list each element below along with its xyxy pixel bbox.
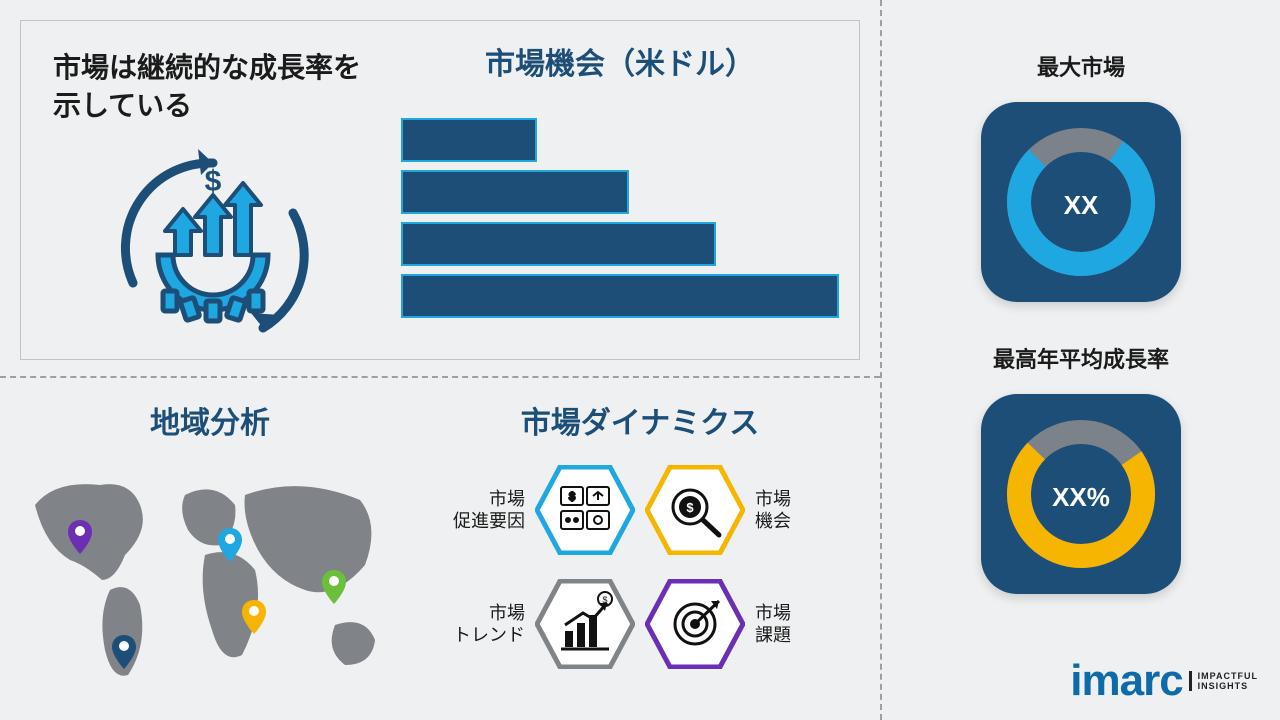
map-pin-icon [322,570,346,604]
donut-chart-cagr: XX% [996,409,1166,579]
top-panel: 市場は継続的な成長率を示している $ [20,20,860,360]
dynamics-label-opportunity: 市場 機会 [755,488,865,533]
dynamics-title: 市場ダイナミクス [410,398,870,442]
map-pin-icon [68,520,92,554]
donut-chart-largest: XX [996,117,1166,287]
dynamics-label-trend: 市場 トレンド [415,602,525,647]
bar-2 [401,170,629,214]
horizontal-divider [0,376,880,378]
svg-text:XX%: XX% [1052,482,1110,512]
bottom-panel: 地域分析 [0,380,880,700]
svg-text:$: $ [569,491,575,503]
bar-1 [401,118,537,162]
cagr-title: 最高年平均成長率 [981,342,1181,374]
dynamics-label-challenge: 市場 課題 [755,602,865,647]
hex-opportunity: $ [645,465,745,555]
world-map [20,450,400,690]
bar-chart [401,118,839,318]
map-pin-icon [242,600,266,634]
cagr-block: 最高年平均成長率 XX% [981,342,1181,594]
growth-gear-icon: $ [103,143,323,353]
opportunity-title: 市場機会（米ドル） [401,39,839,83]
hex-trend: $ [535,579,635,669]
regional-section: 地域分析 [0,380,400,700]
largest-market-card: XX [981,102,1181,302]
svg-text:$: $ [602,595,607,605]
hex-target [645,579,745,669]
map-pin-icon [112,635,136,669]
svg-text:$: $ [686,500,694,515]
largest-market-title: 最大市場 [981,50,1181,82]
right-column: 最大市場 XX 最高年平均成長率 XX% [880,0,1280,720]
bar-3 [401,222,716,266]
hex-drivers: $ [535,465,635,555]
svg-text:XX: XX [1064,190,1099,220]
logo-tagline: IMPACTFUL INSIGHTS [1189,671,1258,692]
brand-logo: imarc IMPACTFUL INSIGHTS [1070,656,1258,706]
regional-title: 地域分析 [20,398,400,442]
logo-text: imarc [1070,656,1182,706]
bar-4 [401,274,839,318]
left-column: 市場は継続的な成長率を示している $ [0,0,880,720]
cagr-card: XX% [981,394,1181,594]
largest-market-block: 最大市場 XX [981,50,1181,302]
dynamics-section: 市場ダイナミクス 市場 促進要因 $ [400,380,880,700]
growth-title: 市場は継続的な成長率を示している [53,49,381,125]
dynamics-grid: 市場 促進要因 $ $ [410,460,870,674]
map-pin-icon [218,528,242,562]
dynamics-label-drivers: 市場 促進要因 [415,488,525,533]
growth-section: 市場は継続的な成長率を示している $ [21,21,401,359]
opportunity-chart: 市場機会（米ドル） [401,21,859,359]
